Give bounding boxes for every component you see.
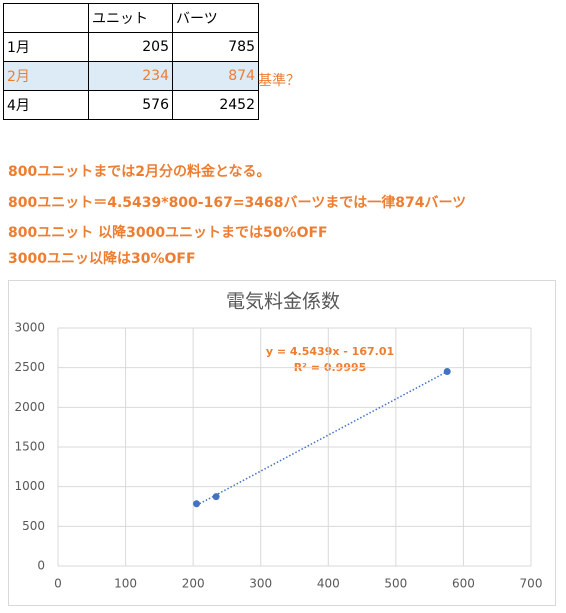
y-tick-label: 2500 [14,360,45,374]
chart-border [8,280,556,606]
x-tick-label: 200 [182,577,205,591]
table-cell: 785 [172,32,259,62]
table-cell: 874 [172,61,259,91]
x-tick-label: 400 [317,577,340,591]
table-cell: 205 [88,32,173,62]
table-cell: 576 [88,90,173,120]
table-cell: 2月 [3,61,89,91]
header-cell: ユニット [88,3,173,33]
chart: 電気料金係数 y = 4.5439x - 167.01 R² = 0.9995 … [8,280,556,606]
table-cell: 4月 [3,90,89,120]
table-cell: 234 [88,61,173,91]
chart-title: 電気料金係数 [226,291,340,313]
x-tick-label: 100 [114,577,137,591]
table-row: 2月 234 874 [3,61,259,91]
y-tick-label: 1000 [14,479,45,493]
trend-equation: y = 4.5439x - 167.01 [266,345,394,358]
x-tick-label: 300 [249,577,272,591]
data-table: ユニット バーツ 1月 205 785 2月 234 874 4月 576 2452 [3,3,259,120]
x-tick-label: 600 [452,577,475,591]
x-tick-label: 0 [54,577,62,591]
note: 800ユニット＝4.5439*800-167=3468バーツまでは一律874バー… [8,195,467,211]
x-tick-label: 500 [384,577,407,591]
y-tick-label: 0 [37,559,45,573]
y-tick-label: 500 [22,519,45,533]
y-tick-label: 3000 [14,321,45,335]
note: 3000ユニッ以降は30%OFF [8,251,196,267]
header-cell: バーツ [172,3,259,33]
note: 800ユニット 以降3000ユニットまでは50%OFF [8,225,328,241]
point [443,367,451,375]
table-row: 1月 205 785 [3,32,259,62]
y-tick-label: 1500 [14,440,45,454]
header-cell [3,3,89,33]
x-tick-label: 700 [520,577,543,591]
y-tick-label: 2000 [14,400,45,414]
point [212,493,220,501]
note: 800ユニットまでは2月分の料金となる。 [8,164,271,180]
table-cell: 1月 [3,32,89,62]
table-cell: 2452 [172,90,259,120]
point [193,500,201,508]
table-row: 4月 576 2452 [3,90,259,120]
header-row: ユニット バーツ [3,3,259,33]
row-note: 基準？ [258,73,300,89]
